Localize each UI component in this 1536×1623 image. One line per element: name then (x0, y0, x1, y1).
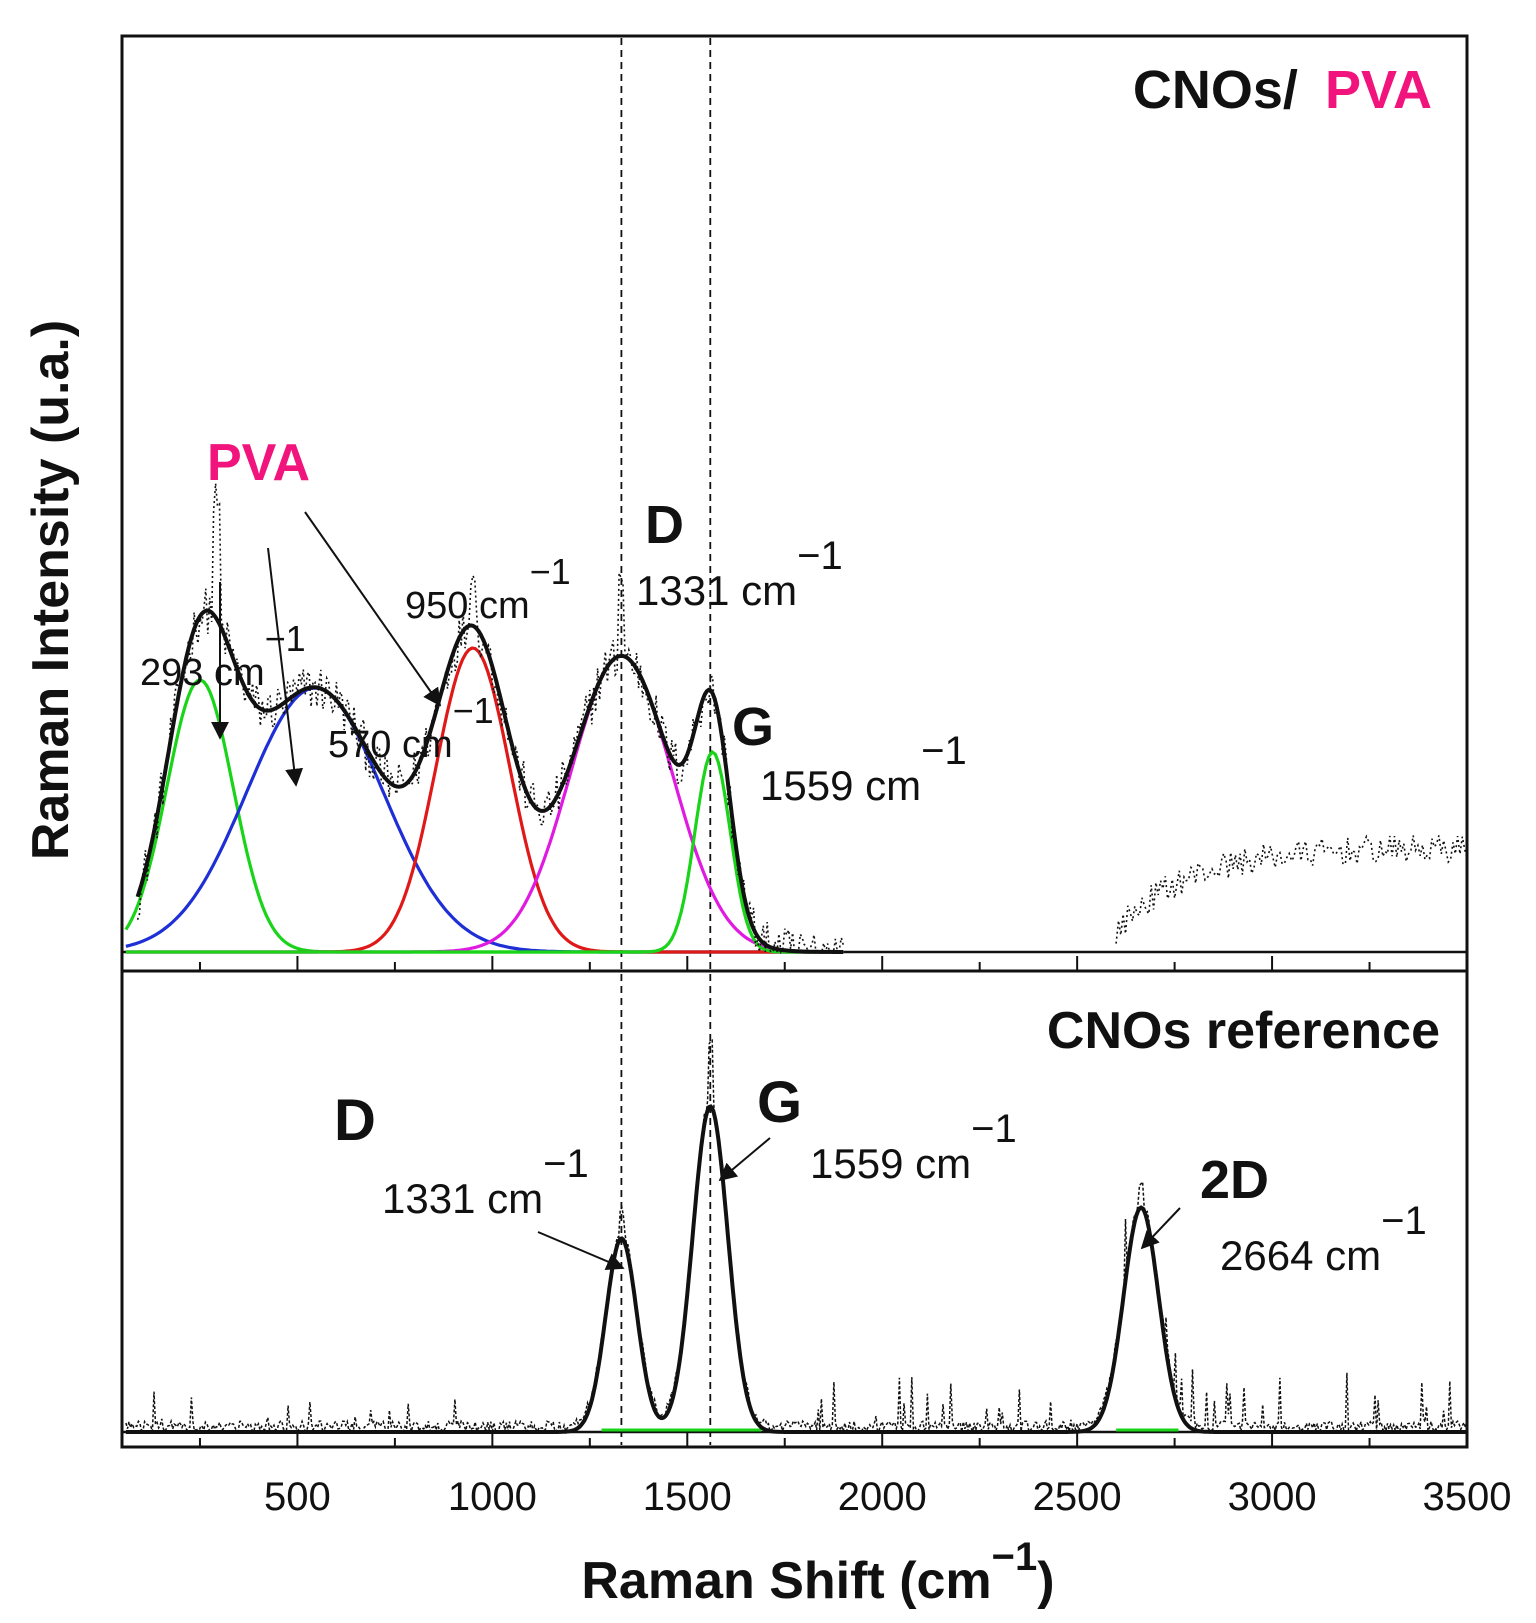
arrow-G (718, 1137, 771, 1182)
x-tick-label: 1000 (448, 1475, 537, 1519)
top-raw-high-shift (1115, 834, 1468, 944)
bottom-label-2664: 2664 cm−1 (1220, 1199, 1427, 1279)
x-tick-label: 2500 (1033, 1475, 1122, 1519)
y-axis-label: Raman Intensity (u.a.) (22, 320, 80, 860)
label-950: 950 cm−1 (405, 551, 571, 627)
top-title-black: CNOs/ (1133, 60, 1298, 120)
top-raw-dotted (136, 483, 844, 955)
bottom-band-D: D (334, 1088, 376, 1153)
bottom-band-2D: 2D (1200, 1150, 1269, 1210)
bottom-label-1559: 1559 cm−1 (810, 1107, 1017, 1187)
top-panel-frame (120, 34, 1469, 973)
x-tick-label: 2000 (838, 1475, 927, 1519)
top-arrows (211, 511, 442, 787)
x-axis-label: Raman Shift (cm−1) (581, 1535, 1054, 1610)
x-tick-label: 3500 (1423, 1475, 1512, 1519)
x-axis-tick-labels: 500 1000 1500 2000 2500 3000 3500 (264, 1475, 1511, 1519)
top-panel-title: CNOs/ PVA (1133, 60, 1432, 120)
label-293: 293 cm−1 (140, 618, 306, 694)
arrow-D (537, 1231, 625, 1270)
x-axis-ticks (198, 956, 1371, 1446)
bottom-arrows (537, 1137, 1181, 1270)
bottom-label-1331: 1331 cm−1 (382, 1142, 589, 1222)
top-band-G: G (732, 697, 774, 757)
top-raw-spectrum (136, 483, 1468, 955)
bottom-fit-curves (122, 1104, 1467, 1434)
arrow-2D (1140, 1207, 1181, 1250)
top-title-colored: PVA (1325, 60, 1432, 120)
top-band-D: D (645, 495, 684, 555)
bottom-envelope (125, 1104, 1467, 1434)
reference-lines (620, 38, 712, 1445)
x-tick-label: 500 (264, 1475, 331, 1519)
arrow-570 (267, 547, 304, 787)
x-tick-label: 3000 (1228, 1475, 1317, 1519)
x-tick-label: 1500 (643, 1475, 732, 1519)
top-label-1559: 1559 cm−1 (760, 729, 967, 809)
pva-label: PVA (207, 434, 310, 492)
bottom-panel-title: CNOs reference (1047, 1002, 1440, 1060)
label-570: 570 cm−1 (328, 690, 494, 766)
top-label-1331: 1331 cm−1 (636, 534, 843, 614)
arrow-950 (304, 511, 442, 707)
bottom-band-G: G (757, 1070, 802, 1135)
fit-green-1559 (125, 749, 844, 954)
bottom-panel-frame (120, 969, 1469, 1449)
